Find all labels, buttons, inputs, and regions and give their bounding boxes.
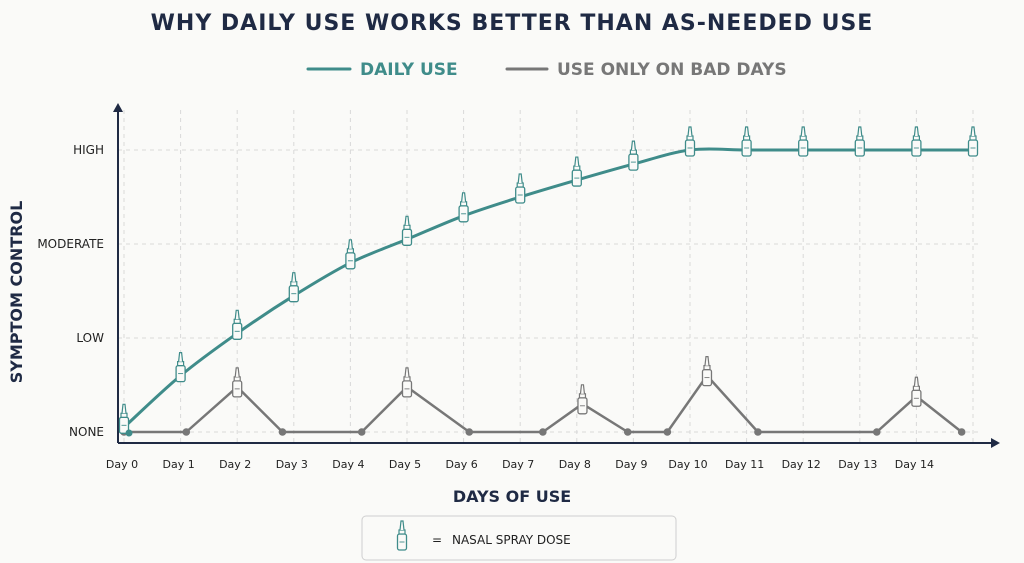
daily-dose-marker: [458, 192, 469, 223]
x-tick-label: Day 12: [782, 458, 821, 471]
chart-title: WHY DAILY USE WORKS BETTER THAN AS-NEEDE…: [151, 11, 874, 36]
as-needed-dose-marker: [401, 367, 413, 398]
as-needed-point: [357, 428, 366, 436]
daily-dose-marker: [854, 126, 865, 157]
grid: [118, 110, 980, 443]
daily-dose-marker: [401, 215, 413, 246]
daily-dose-marker: [118, 403, 130, 434]
series-line-as-needed: [124, 374, 963, 434]
x-tick-label: Day 4: [332, 458, 364, 471]
x-tick-label: Day 5: [389, 458, 421, 471]
dose-legend-box: = NASAL SPRAY DOSE: [361, 515, 677, 561]
y-tick-label: LOW: [76, 331, 104, 345]
as-needed-dose-marker: [911, 376, 922, 407]
dose-legend-frame: [361, 515, 677, 561]
x-tick-label: Day 13: [838, 458, 877, 471]
x-axis-title: DAYS OF USE: [453, 487, 571, 506]
series-markers: [118, 126, 979, 437]
series-line-daily: [122, 147, 975, 429]
daily-dose-marker: [345, 239, 356, 270]
legend-spray-glyph: [396, 520, 408, 551]
daily-dose-marker: [798, 126, 809, 157]
legend: DAILY USE USE ONLY ON BAD DAYS: [306, 60, 787, 80]
as-needed-point: [663, 428, 672, 436]
x-tick-label: Day 1: [162, 458, 194, 471]
as-needed-point: [278, 428, 287, 436]
y-tick-label: NONE: [69, 425, 104, 439]
legend-label-as-needed: USE ONLY ON BAD DAYS: [557, 60, 787, 80]
as-needed-dose-marker: [701, 356, 713, 387]
daily-dose-marker: [628, 140, 639, 171]
as-needed-dose-marker: [232, 367, 243, 398]
as-needed-point: [872, 428, 881, 436]
daily-dose-marker: [175, 352, 186, 383]
daily-dose-marker: [741, 126, 752, 157]
as-needed-point: [465, 428, 474, 436]
nasal-spray-icon: [396, 520, 408, 551]
as-needed-dose-marker: [577, 384, 588, 415]
x-tick-label: Day 8: [559, 458, 591, 471]
daily-dose-marker: [967, 126, 979, 157]
as-needed-point: [754, 428, 762, 436]
daily-dose-marker: [515, 173, 526, 204]
daily-dose-marker: [232, 309, 243, 340]
daily-dose-marker: [684, 126, 696, 157]
daily-dose-marker: [288, 272, 299, 303]
dose-legend-equals: =: [432, 533, 442, 547]
x-tick-label: Day 7: [502, 458, 534, 471]
x-tick-label: Day 2: [219, 458, 251, 471]
x-tick-label: Day 3: [276, 458, 308, 471]
x-tick-labels: Day 0 Day 1 Day 2 Day 3 Day 4 Day 5 Day 6 Day 7…: [106, 458, 934, 471]
daily-start-point: [125, 429, 133, 437]
daily-dose-marker: [571, 156, 582, 187]
legend-label-daily: DAILY USE: [360, 60, 458, 80]
y-axis-arrow: [113, 103, 123, 112]
x-tick-label: Day 14: [895, 458, 934, 471]
axes: [113, 103, 1000, 448]
daily-dose-marker: [911, 126, 922, 157]
x-tick-label: Day 0: [106, 458, 138, 471]
x-axis-arrow: [991, 438, 1000, 448]
as-needed-point: [957, 428, 966, 436]
x-tick-label: Day 9: [615, 458, 647, 471]
x-tick-label: Day 11: [725, 458, 764, 471]
y-axis-title: SYMPTOM CONTROL: [7, 201, 26, 384]
series-lines: [122, 147, 975, 434]
y-tick-labels: NONE LOW MODERATE HIGH: [37, 143, 104, 439]
y-tick-label: HIGH: [73, 143, 104, 157]
x-tick-label: Day 6: [445, 458, 477, 471]
dose-legend-label: NASAL SPRAY DOSE: [452, 533, 571, 547]
x-tick-label: Day 10: [668, 458, 707, 471]
as-needed-point: [182, 428, 191, 436]
as-needed-point: [539, 428, 547, 436]
as-needed-point: [623, 428, 632, 436]
y-tick-label: MODERATE: [37, 237, 104, 251]
